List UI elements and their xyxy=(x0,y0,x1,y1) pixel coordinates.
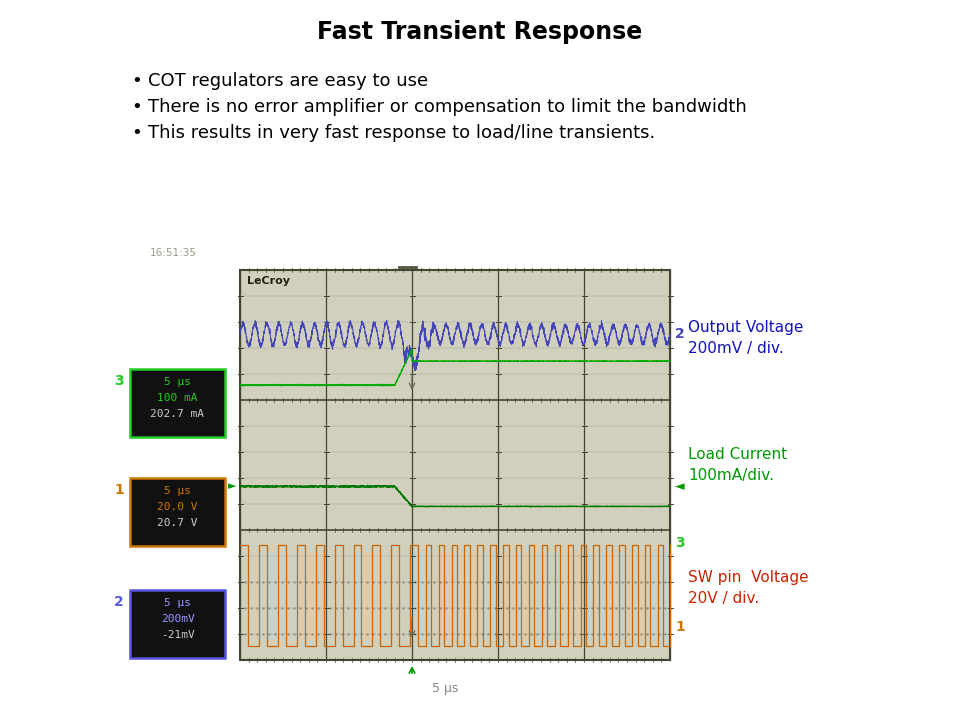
Text: 5 μs: 5 μs xyxy=(432,682,458,695)
Text: 100 mA: 100 mA xyxy=(157,393,198,403)
Bar xyxy=(130,369,225,437)
Text: •: • xyxy=(132,98,142,116)
Text: Fast Transient Response: Fast Transient Response xyxy=(318,20,642,44)
Text: •: • xyxy=(132,72,142,90)
Bar xyxy=(130,478,225,546)
Text: 1: 1 xyxy=(114,483,124,498)
Text: 5 μs: 5 μs xyxy=(164,598,191,608)
Text: -21mV: -21mV xyxy=(160,629,194,639)
Text: COT regulators are easy to use: COT regulators are easy to use xyxy=(148,72,428,90)
Text: 1: 1 xyxy=(675,620,684,634)
Text: There is no error amplifier or compensation to limit the bandwidth: There is no error amplifier or compensat… xyxy=(148,98,747,116)
Bar xyxy=(130,590,225,657)
Text: 2: 2 xyxy=(675,328,684,341)
Text: 20.0 V: 20.0 V xyxy=(157,503,198,513)
Bar xyxy=(240,270,670,660)
Text: This results in very fast response to load/line transients.: This results in very fast response to lo… xyxy=(148,124,656,142)
Text: SW pin  Voltage
20V / div.: SW pin Voltage 20V / div. xyxy=(688,570,808,606)
Text: 3: 3 xyxy=(114,374,124,388)
Text: Load Current
100mA/div.: Load Current 100mA/div. xyxy=(688,447,787,483)
Text: •: • xyxy=(132,124,142,142)
Text: 200mV: 200mV xyxy=(160,613,194,624)
Text: 202.7 mA: 202.7 mA xyxy=(151,409,204,419)
Text: Output Voltage
200mV / div.: Output Voltage 200mV / div. xyxy=(688,320,804,356)
Text: ◄: ◄ xyxy=(675,480,684,493)
Text: 3: 3 xyxy=(675,536,684,550)
Text: LeCroy: LeCroy xyxy=(247,276,290,286)
Text: 2: 2 xyxy=(114,595,124,608)
Text: ►: ► xyxy=(228,482,236,492)
Text: 5 μs: 5 μs xyxy=(164,377,191,387)
Text: 20.7 V: 20.7 V xyxy=(157,518,198,528)
Text: 5 μs: 5 μs xyxy=(164,487,191,496)
Text: 16:51:35: 16:51:35 xyxy=(150,248,197,258)
